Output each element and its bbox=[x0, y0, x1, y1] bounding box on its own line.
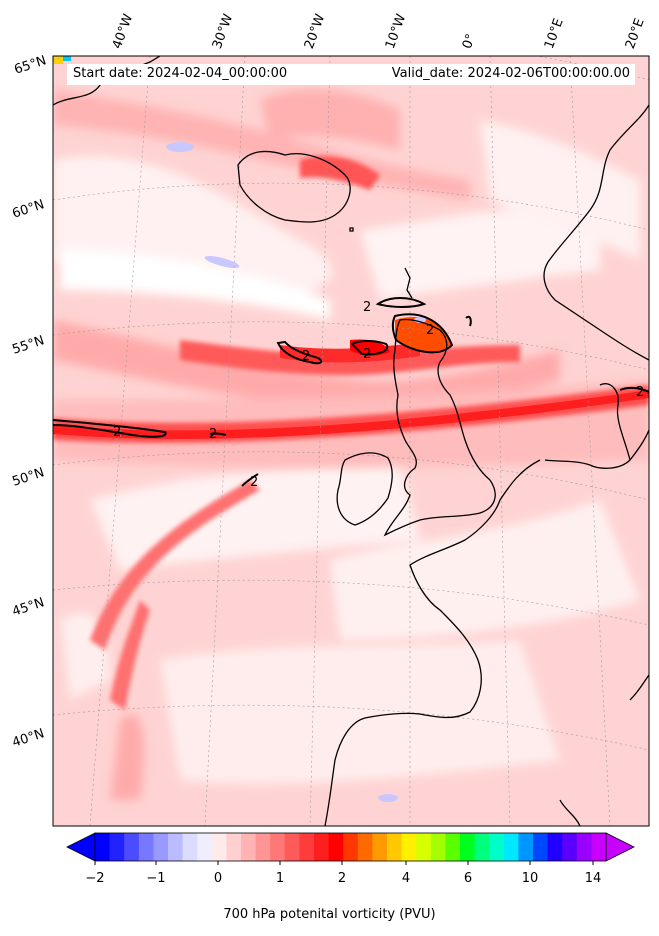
italy-coast bbox=[629, 674, 649, 701]
colorbar-cell bbox=[445, 833, 461, 861]
colorbar-cell bbox=[430, 833, 446, 861]
map-frame bbox=[52, 55, 650, 827]
colorbar-tick-label: 0 bbox=[213, 871, 223, 886]
denmark-coast bbox=[589, 383, 631, 469]
colorbar-cell bbox=[255, 833, 271, 861]
colorbar bbox=[66, 832, 635, 865]
colorbar-cell bbox=[357, 833, 373, 861]
colorbar-cell bbox=[270, 833, 286, 861]
colorbar-cell bbox=[460, 833, 476, 861]
colorbar-cell bbox=[328, 833, 344, 861]
colorbar-cell bbox=[533, 833, 549, 861]
africa-coast bbox=[559, 799, 581, 826]
faroe-islands bbox=[349, 227, 354, 232]
ireland bbox=[336, 452, 393, 526]
colorbar-tick-label: 4 bbox=[401, 871, 411, 886]
colorbar-cell bbox=[168, 833, 184, 861]
colorbar-cell bbox=[95, 833, 111, 861]
colorbar-cell bbox=[416, 833, 432, 861]
norway-coast bbox=[543, 104, 649, 361]
colorbar-tick-label: −2 bbox=[85, 871, 105, 886]
colorbar-cell bbox=[591, 833, 607, 861]
colorbar-cell bbox=[489, 833, 505, 861]
colorbar-outline bbox=[94, 832, 607, 862]
colorbar-cell bbox=[576, 833, 592, 861]
iceland-coast bbox=[237, 150, 351, 223]
colorbar-tick-label: 14 bbox=[584, 871, 602, 886]
negative-pv-patches bbox=[166, 142, 426, 802]
colorbar-cell bbox=[241, 833, 257, 861]
colorbar-cell bbox=[284, 833, 300, 861]
colorbar-ticks bbox=[94, 861, 594, 865]
colorbar-tick-label: 6 bbox=[463, 871, 473, 886]
colorbar-cell bbox=[401, 833, 417, 861]
colorbar-min-arrow bbox=[66, 832, 96, 862]
coastlines bbox=[53, 56, 649, 826]
colorbar-tick-label: −1 bbox=[146, 871, 166, 886]
date-header-background bbox=[67, 64, 635, 85]
colorbar-cell bbox=[343, 833, 359, 861]
edge-artifact bbox=[53, 56, 71, 64]
map-panel: 2 2 2 2 2 2 2 2 bbox=[53, 56, 649, 826]
pv-2-contours bbox=[53, 297, 649, 487]
colorbar-cell bbox=[387, 833, 403, 861]
colorbar-cell bbox=[562, 833, 578, 861]
colorbar-cell bbox=[138, 833, 154, 861]
colorbar-cell bbox=[211, 833, 227, 861]
graticule bbox=[53, 56, 649, 826]
contour-label: 2 bbox=[426, 323, 434, 338]
colorbar-tick-label: 1 bbox=[275, 871, 285, 886]
europe-north-coast bbox=[544, 459, 591, 466]
europe-west-coast bbox=[324, 459, 541, 826]
colorbar-max-arrow bbox=[605, 832, 635, 862]
colorbar-cell bbox=[547, 833, 563, 861]
colorbar-cell bbox=[314, 833, 330, 861]
contour-label: 2 bbox=[250, 475, 258, 490]
colorbar-cell bbox=[197, 833, 213, 861]
contour-label: 2 bbox=[363, 300, 371, 315]
colorbar-cell bbox=[518, 833, 534, 861]
colorbar-cell bbox=[182, 833, 198, 861]
colorbar-cell bbox=[153, 833, 169, 861]
great-britain bbox=[383, 318, 496, 537]
baltic-coast bbox=[629, 429, 649, 461]
contour-label: 2 bbox=[113, 425, 121, 440]
shetland bbox=[404, 267, 413, 299]
contour-label: 2 bbox=[209, 427, 217, 442]
start-date-label: Start date: 2024-02-04_00:00:00 bbox=[73, 66, 288, 81]
colorbar-cell bbox=[109, 833, 125, 861]
contour-label: 2 bbox=[636, 385, 644, 400]
contour-label: 2 bbox=[363, 347, 371, 362]
contour-label: 2 bbox=[302, 349, 310, 364]
colorbar-cell bbox=[503, 833, 519, 861]
colorbar-label: 700 hPa potenital vorticity (PVU) bbox=[223, 907, 436, 922]
colorbar-tick-label: 2 bbox=[337, 871, 347, 886]
colorbar-cell bbox=[474, 833, 490, 861]
colorbar-cell bbox=[226, 833, 242, 861]
contour-labels: 2 2 2 2 2 2 2 2 bbox=[113, 300, 644, 490]
colorbar-cell bbox=[372, 833, 388, 861]
low-pv-regions bbox=[53, 120, 640, 784]
valid-date-label: Valid_date: 2024-02-06T00:00:00.00 bbox=[391, 66, 630, 81]
colorbar-cell bbox=[124, 833, 140, 861]
colorbar-cell bbox=[299, 833, 315, 861]
colorbar-tick-label: 10 bbox=[521, 871, 539, 886]
colorbar-cells bbox=[95, 833, 607, 861]
